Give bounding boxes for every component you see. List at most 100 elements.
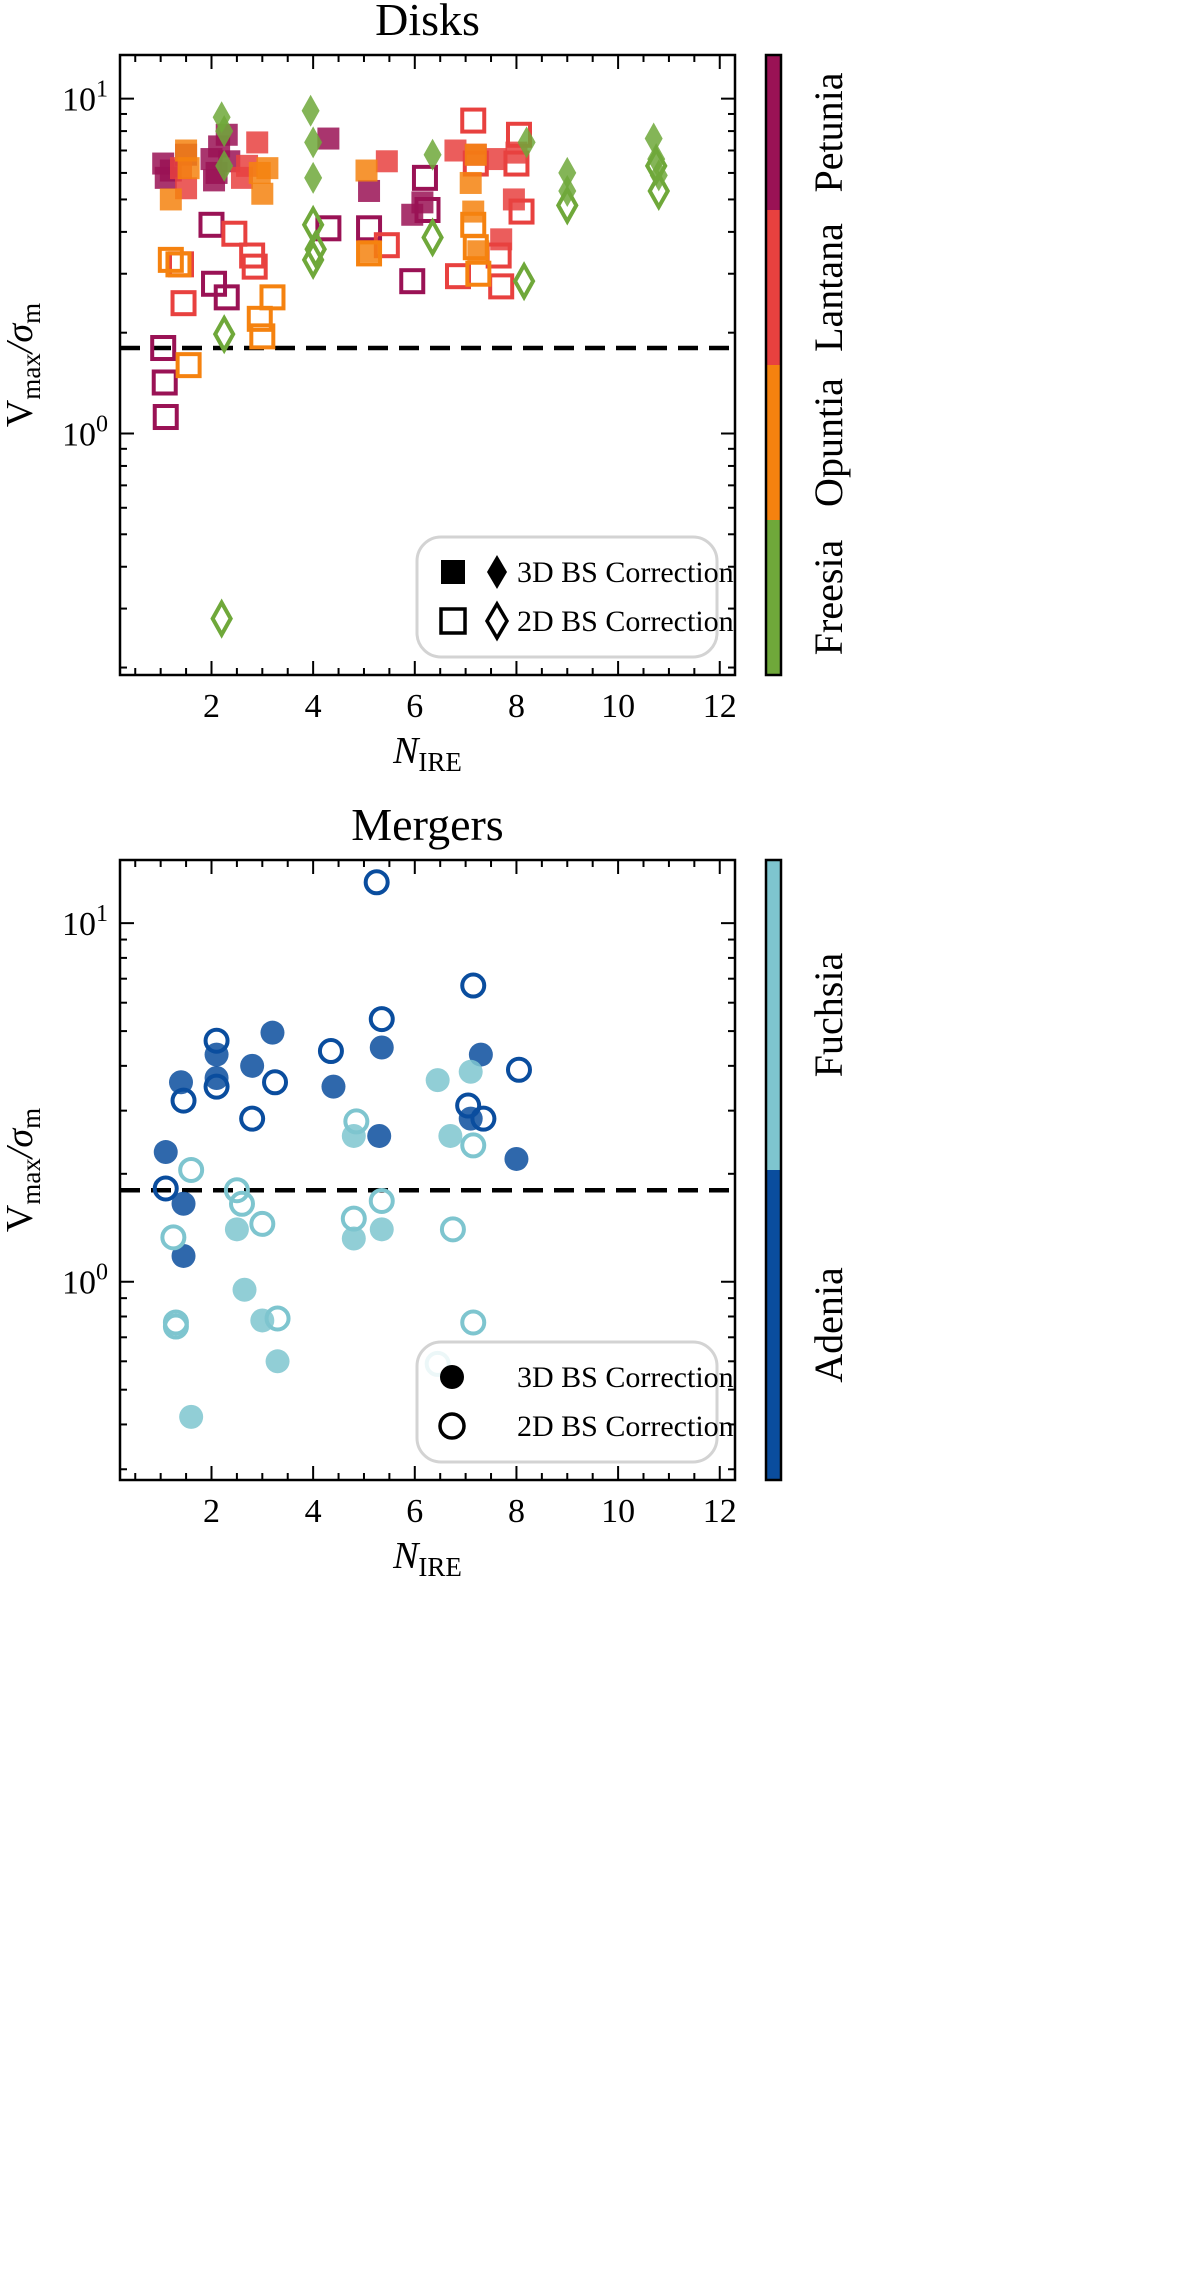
data-point-diamond	[512, 261, 536, 302]
data-point-square	[249, 323, 276, 350]
x-tick-label: 6	[406, 688, 423, 725]
data-point-circle	[179, 1404, 204, 1429]
y-label-sigma: /σ	[0, 1128, 41, 1161]
legend-box	[415, 1340, 719, 1464]
data-point-square	[221, 220, 248, 247]
data-markers	[152, 869, 532, 1429]
data-point-circle	[203, 1027, 230, 1054]
data-point-diamond	[647, 170, 671, 212]
data-point-diamond	[304, 161, 323, 194]
data-point-square	[157, 246, 184, 273]
data-point-circle	[232, 1277, 257, 1302]
colorbar-segment	[766, 520, 781, 675]
x-tick-label: 4	[305, 688, 322, 725]
data-point-circle	[321, 1074, 346, 1099]
legend-circle-marker	[440, 1365, 464, 1389]
data-point-circle	[264, 1305, 291, 1332]
data-point-square	[175, 139, 198, 162]
colorbar-label: Petunia	[806, 72, 851, 192]
data-point-circle	[425, 1068, 450, 1093]
data-point-circle	[153, 1140, 178, 1165]
data-point-square	[358, 179, 381, 202]
data-point-circle	[228, 1190, 255, 1217]
legend-label: 3D BS Correction	[517, 1361, 734, 1394]
data-point-circle	[260, 1020, 285, 1045]
data-point-square	[246, 131, 269, 154]
y-tick-base: 10	[62, 906, 96, 943]
data-point-circle	[170, 1087, 197, 1114]
plot-frame	[118, 858, 737, 1482]
data-point-circle	[317, 1038, 344, 1065]
data-point-circle	[460, 1309, 487, 1336]
data-point-square	[165, 251, 192, 278]
data-point-square	[150, 335, 177, 362]
data-point-square	[414, 196, 441, 223]
data-point-diamond	[555, 185, 579, 226]
chart-title: Mergers	[351, 799, 503, 850]
y-tick-label: 101	[62, 901, 108, 943]
data-point-square	[485, 148, 508, 171]
data-point-circle	[369, 1035, 394, 1060]
legend-box	[415, 535, 719, 659]
data-point-circle	[460, 1132, 487, 1159]
data-point-circle	[178, 1156, 205, 1183]
data-point-circle	[439, 1216, 466, 1243]
colorbar-label: Fuchsia	[806, 953, 851, 1078]
x-tick-label: 6	[406, 1493, 423, 1530]
data-point-square	[315, 215, 342, 242]
data-point-diamond	[421, 217, 444, 258]
x-tick-label: 8	[508, 1493, 525, 1530]
data-point-square	[356, 240, 383, 267]
data-point-circle	[368, 1187, 395, 1214]
data-point-circle	[458, 1059, 483, 1084]
x-tick-label: 4	[305, 1493, 322, 1530]
legend-square-marker	[439, 607, 467, 635]
y-tick-exponent: 1	[96, 77, 108, 103]
data-point-square	[177, 157, 200, 180]
data-point-circle	[171, 1243, 196, 1268]
data-point-square	[508, 198, 535, 225]
data-point-square	[355, 159, 378, 182]
legend-label: 2D BS Correction	[517, 1410, 734, 1443]
legend: 3D BS Correction 2D BS Correction	[415, 1340, 734, 1464]
data-point-circle	[160, 1224, 187, 1251]
legend: 3D BS Correction 2D BS Correction	[415, 535, 734, 659]
data-point-circle	[341, 1226, 366, 1251]
data-point-square	[488, 273, 515, 300]
data-point-diamond	[301, 239, 325, 280]
data-point-circle	[455, 1092, 482, 1119]
data-point-square	[259, 284, 286, 311]
data-point-square	[356, 215, 383, 242]
data-point-diamond	[215, 115, 234, 148]
data-point-square	[462, 200, 485, 223]
data-point-square	[465, 260, 492, 287]
data-point-circle	[249, 1210, 276, 1237]
y-tick-label: 101	[62, 77, 108, 119]
y-axis-label: Vmax/σm	[0, 303, 46, 427]
x-tick-label: 2	[203, 1493, 220, 1530]
y-tick-exponent: 1	[96, 901, 108, 927]
y-tick-exponent: 0	[96, 411, 108, 437]
data-point-circle	[262, 1069, 289, 1096]
colorbar-segment	[766, 860, 781, 1170]
data-point-diamond	[301, 94, 320, 127]
colorbar-segment	[766, 1170, 781, 1480]
data-point-square	[198, 211, 225, 238]
x-axis-label: NIRE	[392, 1535, 462, 1582]
data-point-square	[170, 290, 197, 317]
data-point-circle	[369, 1217, 394, 1242]
data-point-square	[462, 234, 489, 261]
data-point-circle	[367, 1123, 392, 1148]
data-point-square	[175, 352, 202, 379]
data-point-diamond	[558, 156, 577, 189]
chart-title: Disks	[375, 0, 480, 45]
data-point-diamond	[304, 126, 323, 159]
data-markers	[150, 94, 671, 639]
legend-label: 2D BS Correction	[517, 605, 734, 638]
data-point-diamond	[212, 314, 236, 355]
data-point-square	[241, 253, 268, 280]
x-axis-label: NIRE	[392, 730, 462, 777]
y-label-subscript: max	[16, 353, 46, 400]
